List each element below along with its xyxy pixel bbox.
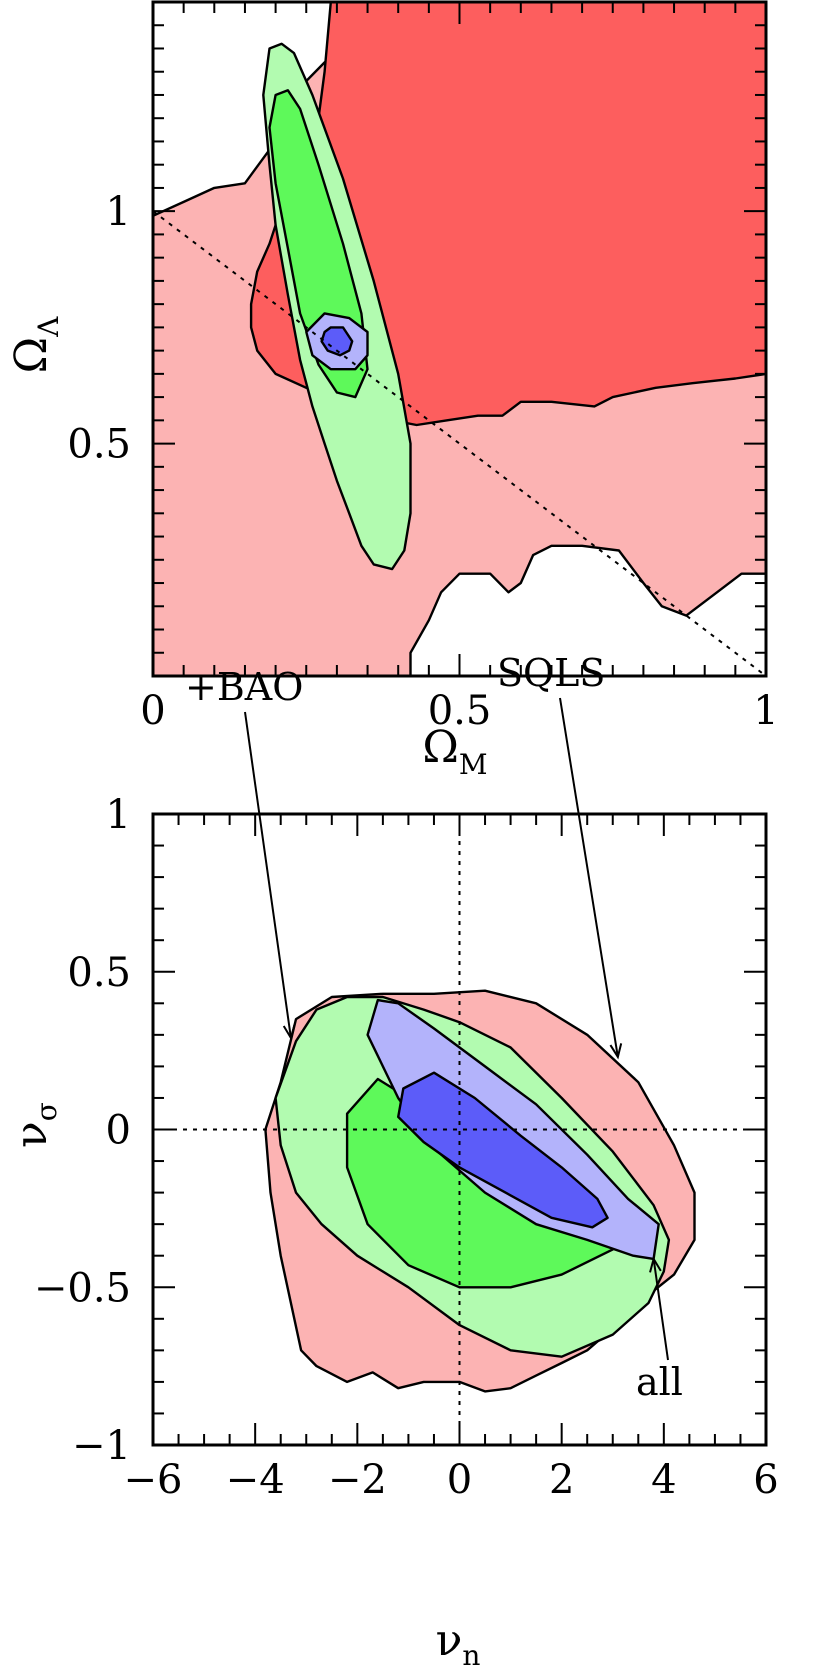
annotation-arrow: [652, 1258, 669, 1361]
bottom-x-axis-label: νn: [436, 1615, 481, 1670]
bottom-y-tick-label: 1: [106, 792, 131, 838]
bottom-region-series-4-inner: [397, 1071, 609, 1229]
annotation-arrow: [559, 697, 619, 1058]
bottom-y-tick-label: −1: [72, 1423, 131, 1469]
top-panel: 0 0.5 1 0.5 1 ΩM ΩΛ: [6, 0, 779, 781]
bottom-x-tick-label: −6: [124, 1457, 183, 1503]
bottom-panel: −6 −4 −2 0 2 4 6 −1 −0.5 0 0.5 1 +BAO SQLS all νn νσ: [6, 651, 779, 1670]
bottom-y-tick-label: 0.5: [67, 950, 131, 996]
annotation-arrowhead: [282, 1024, 296, 1041]
top-plot-frame: [151, 0, 768, 678]
top-x-axis-label: ΩM: [422, 722, 487, 781]
bottom-confidence-regions: [264, 989, 696, 1393]
top-confidence-regions: [153, 2, 766, 676]
top-reference-line-0: [153, 210, 766, 676]
bottom-plot-frame: [151, 812, 768, 1447]
annotation-all: all: [636, 1360, 683, 1404]
top-y-axis-label: ΩΛ: [6, 316, 65, 373]
top-reference-lines: [153, 210, 766, 676]
annotation-arrow: [244, 711, 292, 1039]
annotation-bao: +BAO: [185, 665, 303, 709]
bottom-x-tick-label: 0: [447, 1457, 472, 1503]
bottom-y-axis-label: νσ: [6, 1102, 63, 1148]
top-x-tick-label: 0.5: [428, 688, 492, 734]
annotation-sqls: SQLS: [497, 651, 605, 695]
bottom-x-tick-label: −4: [226, 1457, 285, 1503]
bottom-reference-lines: [153, 814, 766, 1445]
top-axis-ticks: [152, 2, 767, 676]
top-x-tick-label: 1: [753, 688, 778, 734]
top-x-tick-label: 0: [140, 688, 165, 734]
top-region-series-5-inner: [320, 326, 354, 357]
top-tick-labels: 0 0.5 1 0.5 1: [67, 189, 778, 734]
bottom-x-tick-label: 4: [651, 1457, 676, 1503]
bottom-x-tick-label: 2: [549, 1457, 574, 1503]
bottom-tick-labels: −6 −4 −2 0 2 4 6 −1 −0.5 0 0.5 1: [34, 792, 779, 1503]
bottom-y-tick-label: −0.5: [34, 1265, 131, 1311]
top-y-tick-label: 1: [106, 189, 131, 235]
annotation-arrowhead: [649, 1256, 662, 1273]
annotation-arrowhead: [609, 1043, 623, 1060]
bottom-x-tick-label: −2: [328, 1457, 387, 1503]
bottom-x-tick-label: 6: [753, 1457, 778, 1503]
bottom-y-tick-label: 0: [106, 1108, 131, 1154]
bottom-annotations: +BAO SQLS all: [185, 651, 683, 1404]
top-y-tick-label: 0.5: [67, 422, 131, 468]
